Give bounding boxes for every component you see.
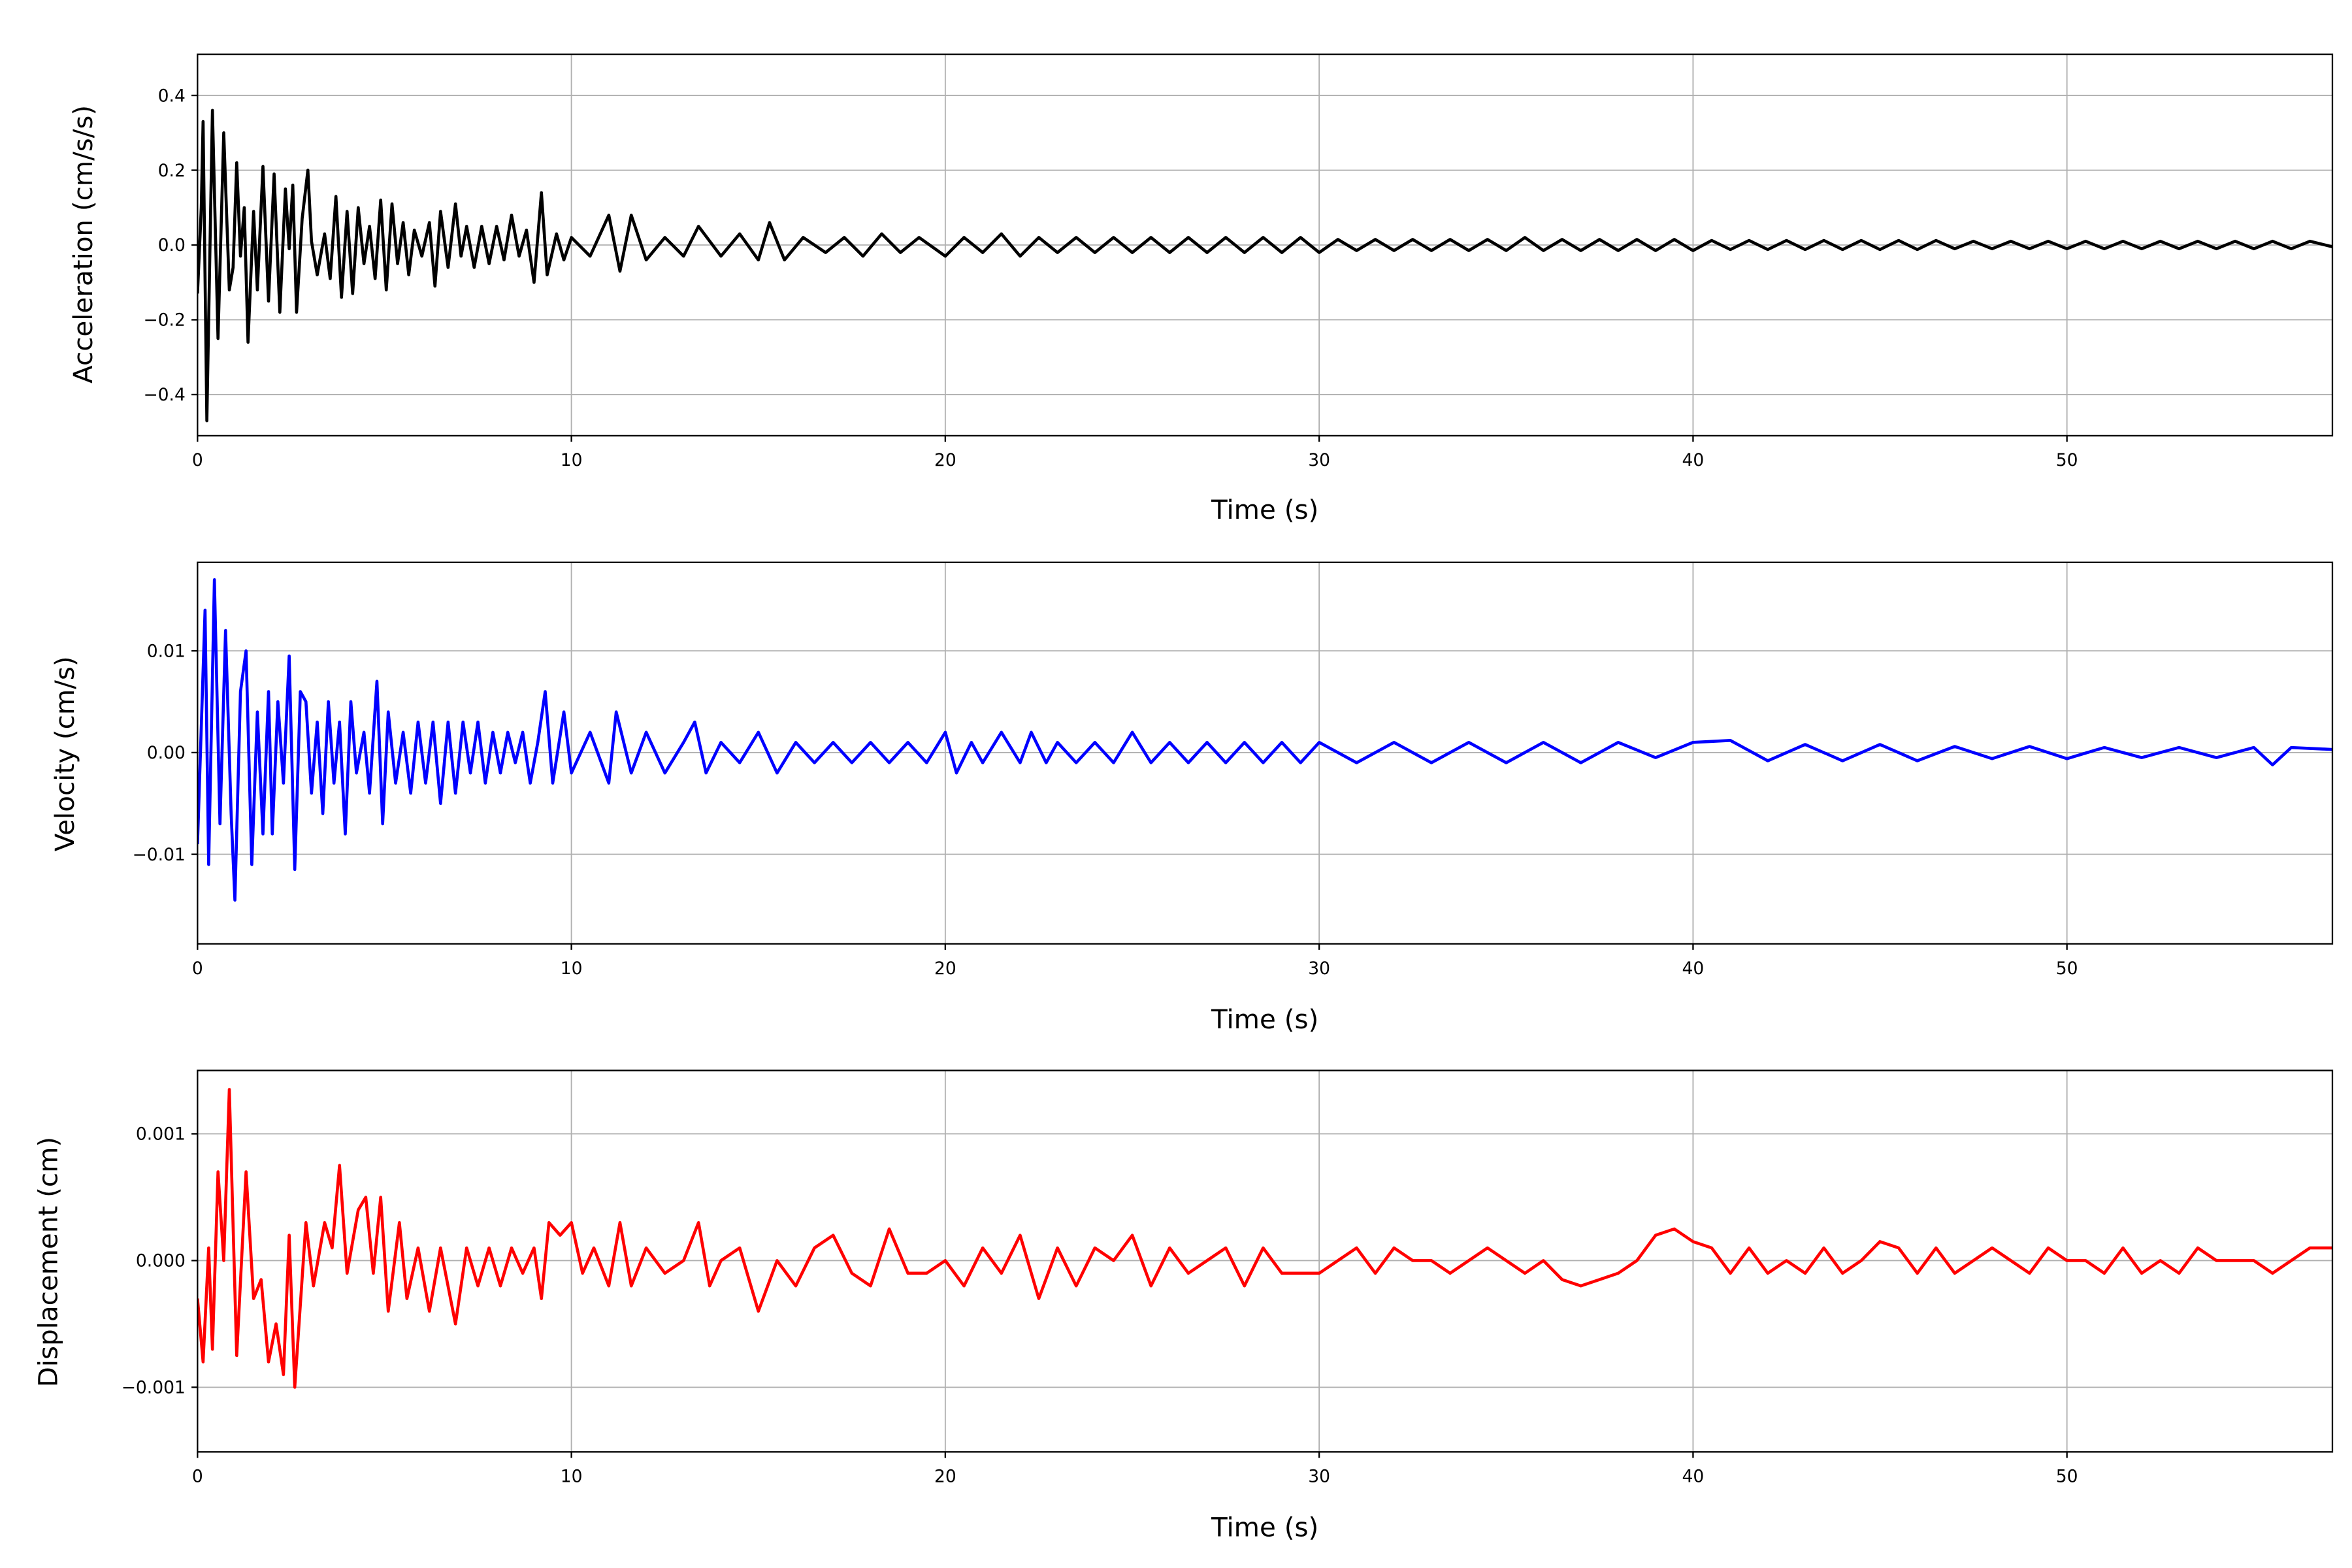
axes-frame (197, 53, 2334, 437)
x-tick-label: 20 (934, 958, 956, 979)
y-tick-label: 0.01 (147, 641, 186, 661)
displacement-subplot: 0 10 20 30 40 50 −0.001 0.000 0.001 Time (s) Dis… (33, 1070, 2334, 1543)
x-tick-label: 30 (1308, 450, 1330, 470)
series-line (197, 1088, 2332, 1389)
x-tick-label: 30 (1308, 958, 1330, 979)
y-tick-label: 0.001 (136, 1124, 186, 1145)
x-axis-label: Time (s) (1211, 495, 1318, 525)
x-axis-label: Time (s) (1211, 1004, 1318, 1035)
x-tick-label: 10 (561, 1466, 583, 1486)
x-axis-label: Time (s) (1211, 1512, 1318, 1543)
x-tick-label: 50 (2056, 958, 2078, 979)
x-tick-label: 10 (561, 958, 583, 979)
y-tick-label: −0.2 (143, 310, 185, 331)
y-tick-label: −0.01 (133, 845, 186, 865)
velocity-subplot: 0 10 20 30 40 50 −0.01 0.00 0.01 Time (s) Veloci… (50, 561, 2334, 1035)
y-tick-label: 0.00 (147, 743, 186, 763)
x-tick-label: 20 (934, 450, 956, 470)
y-tick-label: 0.4 (158, 86, 186, 106)
y-axis-label: Displacement (cm) (33, 1137, 64, 1387)
y-tick-label: 0.0 (158, 235, 186, 255)
axes-frame (197, 561, 2334, 945)
series-line (197, 108, 2332, 423)
x-tick-label: 20 (934, 1466, 956, 1486)
x-tick-label: 0 (192, 1466, 203, 1486)
x-tick-label: 40 (1682, 450, 1705, 470)
x-tick-label: 0 (192, 450, 203, 470)
x-tick-label: 50 (2056, 1466, 2078, 1486)
x-tick-label: 40 (1682, 1466, 1705, 1486)
y-tick-label: −0.001 (122, 1378, 186, 1398)
series-line (197, 578, 2332, 902)
x-tick-label: 40 (1682, 958, 1705, 979)
axes-frame (197, 1070, 2334, 1453)
x-tick-label: 10 (561, 450, 583, 470)
x-tick-label: 0 (192, 958, 203, 979)
y-tick-label: 0.000 (136, 1251, 186, 1271)
x-tick-label: 50 (2056, 450, 2078, 470)
y-tick-label: −0.4 (143, 385, 185, 405)
y-axis-label: Acceleration (cm/s/s) (68, 105, 99, 384)
y-axis-label: Velocity (cm/s) (50, 656, 80, 851)
x-tick-label: 30 (1308, 1466, 1330, 1486)
y-tick-label: 0.2 (158, 161, 186, 181)
acceleration-subplot: 0 10 20 30 40 50 −0.4 −0.2 0.0 0.2 0.4 Time (s) Ac… (68, 53, 2334, 525)
